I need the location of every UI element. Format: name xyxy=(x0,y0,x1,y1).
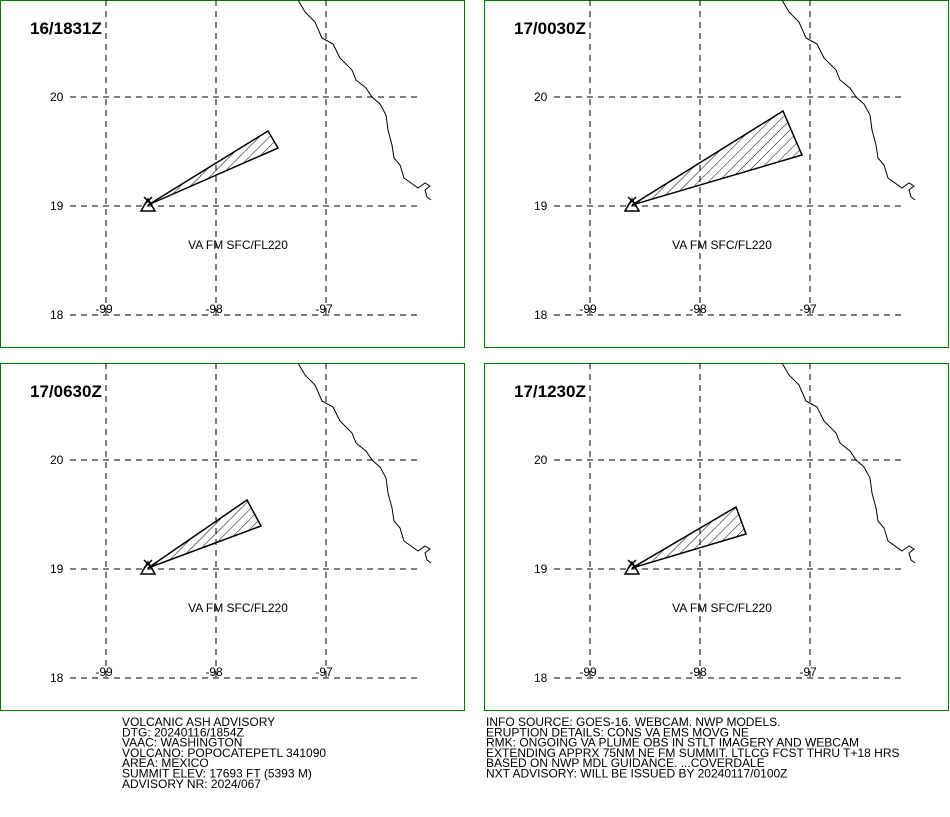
coastline xyxy=(297,362,432,564)
plume-label: VA FM SFC/FL220 xyxy=(188,238,288,252)
advisory-line: RMK: ONGOING VA PLUME OBS IN STLT IMAGER… xyxy=(486,736,859,750)
plume-label: VA FM SFC/FL220 xyxy=(188,601,288,615)
volcano-symbol xyxy=(140,196,156,212)
advisory-line: VOLCANIC ASH ADVISORY xyxy=(122,715,275,729)
ash-plume xyxy=(147,498,263,569)
lon-label: -99 xyxy=(579,302,597,316)
lon-label: -98 xyxy=(689,302,707,316)
advisory-line: AREA: MEXICO xyxy=(122,756,209,770)
lon-label: -98 xyxy=(205,302,223,316)
plumes xyxy=(147,109,804,569)
lat-label: 18 xyxy=(50,671,64,685)
advisory-line: NXT ADVISORY: WILL BE ISSUED BY 20240117… xyxy=(486,767,788,781)
map-panel: 20 19 18 -99 -98 -97 16/1831Z VA FM SFC/FL220 xyxy=(0,0,465,348)
lat-label: 19 xyxy=(50,562,64,576)
panel-border xyxy=(0,0,465,348)
lat-label: 19 xyxy=(534,199,548,213)
plume-label: VA FM SFC/FL220 xyxy=(672,601,772,615)
plume-label: VA FM SFC/FL220 xyxy=(672,238,772,252)
lon-label: -97 xyxy=(799,302,817,316)
map-panel: 20 19 18 -99 -98 -97 17/1230Z VA FM SFC/FL220 xyxy=(484,362,949,711)
valid-time: 16/1831Z xyxy=(30,19,102,38)
valid-time: 17/0030Z xyxy=(514,19,586,38)
panel-border xyxy=(0,363,465,711)
map-panel: 20 19 18 -99 -98 -97 17/0030Z VA FM SFC/FL220 xyxy=(484,0,949,348)
advisory-line: BASED ON NWP MDL GUIDANCE. ...COVERDALE xyxy=(486,756,765,770)
lat-label: 19 xyxy=(534,562,548,576)
valid-time: 17/0630Z xyxy=(30,382,102,401)
lat-label: 18 xyxy=(534,308,548,322)
lon-label: -97 xyxy=(799,665,817,679)
lon-label: -99 xyxy=(579,665,597,679)
panel-border xyxy=(484,0,949,348)
volcano-symbol xyxy=(140,559,156,575)
lat-label: 20 xyxy=(534,453,548,467)
lat-label: 18 xyxy=(50,308,64,322)
coastline xyxy=(781,0,916,201)
advisory-line: VAAC: WASHINGTON xyxy=(122,736,242,750)
lat-label: 20 xyxy=(534,90,548,104)
advisory-line: EXTENDING APPRX 75NM NE FM SUMMIT. LTLCG… xyxy=(486,746,900,760)
map-panel: 20 19 18 -99 -98 -97 17/0630Z VA FM SFC/FL220 xyxy=(0,362,465,711)
ash-plume xyxy=(631,109,804,206)
coastline xyxy=(297,0,432,201)
lon-label: -98 xyxy=(689,665,707,679)
ash-plume xyxy=(631,505,747,569)
lon-label: -99 xyxy=(95,665,113,679)
advisory-line: ADVISORY NR: 2024/067 xyxy=(122,777,261,791)
lon-label: -97 xyxy=(315,665,333,679)
valid-time: 17/1230Z xyxy=(514,382,586,401)
advisory-line: DTG: 20240116/1854Z xyxy=(122,725,244,739)
advisory-line: SUMMIT ELEV: 17693 FT (5393 M) xyxy=(122,767,312,781)
advisory-line: VOLCANO: POPOCATEPETL 341090 xyxy=(122,746,326,760)
lat-label: 20 xyxy=(50,90,64,104)
lat-label: 20 xyxy=(50,453,64,467)
ash-plume xyxy=(147,129,280,206)
advisory-line: ERUPTION DETAILS: CONS VA EMS MOVG NE xyxy=(486,725,749,739)
lat-label: 18 xyxy=(534,671,548,685)
lat-label: 19 xyxy=(50,199,64,213)
lon-label: -98 xyxy=(205,665,223,679)
advisory-line: INFO SOURCE: GOES-16. WEBCAM. NWP MODELS… xyxy=(486,715,781,729)
lon-label: -99 xyxy=(95,302,113,316)
coastline xyxy=(781,362,916,564)
panel-border xyxy=(484,363,949,711)
lon-label: -97 xyxy=(315,302,333,316)
